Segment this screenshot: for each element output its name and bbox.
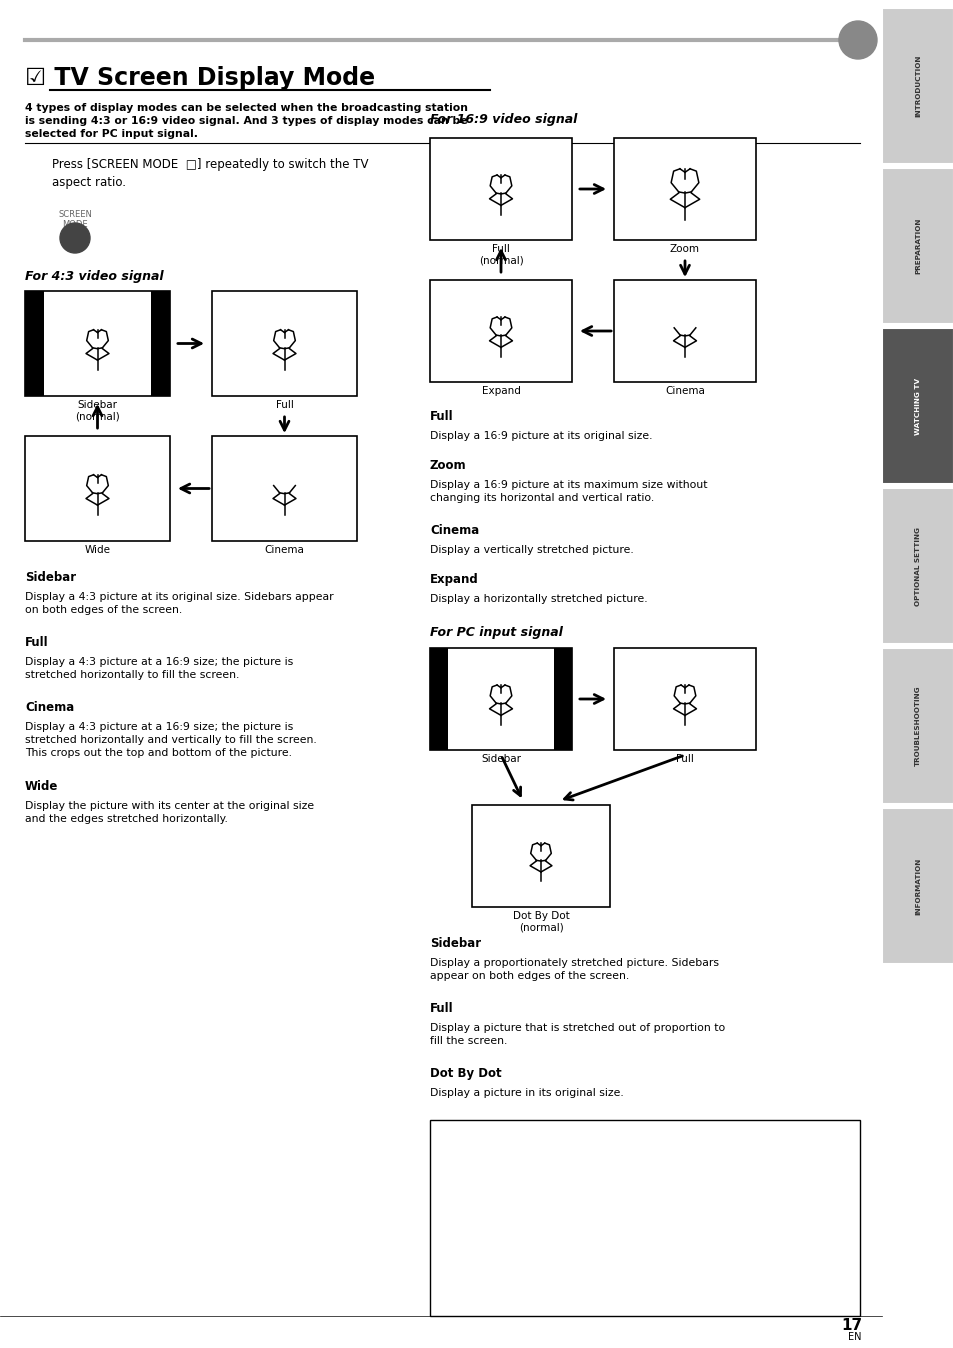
Text: SCREEN
MODE: SCREEN MODE <box>58 210 91 229</box>
Text: Display a 4:3 picture at its original size. Sidebars appear
on both edges of the: Display a 4:3 picture at its original si… <box>25 592 334 615</box>
Text: Display a horizontally stretched picture.: Display a horizontally stretched picture… <box>430 594 647 604</box>
Bar <box>151 291 170 396</box>
Text: • You may not switch the display mode depending on the
program.: • You may not switch the display mode de… <box>444 1150 743 1173</box>
Text: TROUBLESHOOTING: TROUBLESHOOTING <box>914 686 920 766</box>
Text: Cinema: Cinema <box>264 545 304 555</box>
Text: Full: Full <box>430 410 453 423</box>
Bar <box>25 435 170 541</box>
Text: Display a proportionately stretched picture. Sidebars
appear on both edges of th: Display a proportionately stretched pict… <box>430 958 719 981</box>
Text: Display a 4:3 picture at a 16:9 size; the picture is
stretched horizontally to f: Display a 4:3 picture at a 16:9 size; th… <box>25 656 293 681</box>
Text: Note:: Note: <box>439 1128 476 1140</box>
Text: Display a vertically stretched picture.: Display a vertically stretched picture. <box>430 545 633 555</box>
Text: Dot By Dot
(normal): Dot By Dot (normal) <box>512 911 569 933</box>
Bar <box>614 137 755 240</box>
Text: Wide: Wide <box>85 545 111 555</box>
Text: INFORMATION: INFORMATION <box>914 857 920 915</box>
Text: Full: Full <box>430 1002 453 1015</box>
Text: For 16:9 video signal: For 16:9 video signal <box>430 113 577 125</box>
Text: Display a 4:3 picture at a 16:9 size; the picture is
stretched horizontally and : Display a 4:3 picture at a 16:9 size; th… <box>25 723 316 759</box>
Text: For PC input signal: For PC input signal <box>430 625 562 639</box>
Bar <box>430 137 572 240</box>
Text: Dot By Dot: Dot By Dot <box>430 1068 501 1080</box>
Text: Sidebar: Sidebar <box>25 572 76 584</box>
Text: Cinema: Cinema <box>25 701 74 714</box>
Text: Display a picture in its original size.: Display a picture in its original size. <box>430 1088 623 1099</box>
Text: Wide: Wide <box>25 780 58 793</box>
Text: EN: EN <box>847 1332 862 1343</box>
Circle shape <box>60 222 90 253</box>
Text: Full: Full <box>275 400 294 410</box>
Bar <box>882 648 953 803</box>
Text: Full
(normal): Full (normal) <box>478 244 523 266</box>
Bar <box>472 805 609 907</box>
Bar <box>212 291 356 396</box>
Text: 17: 17 <box>840 1318 862 1333</box>
Bar <box>430 648 572 749</box>
Text: Zoom: Zoom <box>669 244 700 253</box>
Text: Display a 16:9 picture at its original size.: Display a 16:9 picture at its original s… <box>430 431 652 441</box>
Bar <box>25 291 44 396</box>
Text: Expand: Expand <box>430 573 478 586</box>
Text: Sidebar: Sidebar <box>430 937 480 950</box>
Bar <box>430 648 448 749</box>
Text: Full: Full <box>25 636 49 648</box>
Bar <box>25 291 170 396</box>
Text: • For PC input signal, “Sidebar” may not be selectable
depending on the aspect r: • For PC input signal, “Sidebar” may not… <box>444 1194 727 1217</box>
Text: Expand: Expand <box>481 386 520 396</box>
Text: Sidebar
(normal): Sidebar (normal) <box>75 400 120 422</box>
Bar <box>614 648 755 749</box>
Text: 4 types of display modes can be selected when the broadcasting station
is sendin: 4 types of display modes can be selected… <box>25 102 468 139</box>
Text: PREPARATION: PREPARATION <box>914 218 920 274</box>
Text: Cinema: Cinema <box>430 524 478 537</box>
Bar <box>553 648 572 749</box>
Text: Press [SCREEN MODE  □] repeatedly to switch the TV
aspect ratio.: Press [SCREEN MODE □] repeatedly to swit… <box>52 158 368 189</box>
Bar <box>882 488 953 644</box>
Text: ☑ TV Screen Display Mode: ☑ TV Screen Display Mode <box>25 66 375 90</box>
Bar <box>882 168 953 324</box>
Bar <box>882 807 953 964</box>
Text: Zoom: Zoom <box>430 460 466 472</box>
Text: Cinema: Cinema <box>664 386 704 396</box>
Bar <box>430 280 572 381</box>
Text: For 4:3 video signal: For 4:3 video signal <box>25 270 164 283</box>
Text: OPTIONAL SETTING: OPTIONAL SETTING <box>914 527 920 605</box>
Bar <box>614 280 755 381</box>
Bar <box>430 1120 859 1316</box>
Bar <box>882 8 953 164</box>
Text: Full: Full <box>676 754 693 764</box>
Circle shape <box>838 22 876 59</box>
Bar <box>882 328 953 484</box>
Text: Display a picture that is stretched out of proportion to
fill the screen.: Display a picture that is stretched out … <box>430 1023 724 1046</box>
Text: WATCHING TV: WATCHING TV <box>914 377 920 434</box>
Text: Sidebar: Sidebar <box>480 754 520 764</box>
Text: INTRODUCTION: INTRODUCTION <box>914 55 920 117</box>
Text: Display the picture with its center at the original size
and the edges stretched: Display the picture with its center at t… <box>25 801 314 824</box>
Text: Display a 16:9 picture at its maximum size without
changing its horizontal and v: Display a 16:9 picture at its maximum si… <box>430 480 707 503</box>
Bar <box>212 435 356 541</box>
